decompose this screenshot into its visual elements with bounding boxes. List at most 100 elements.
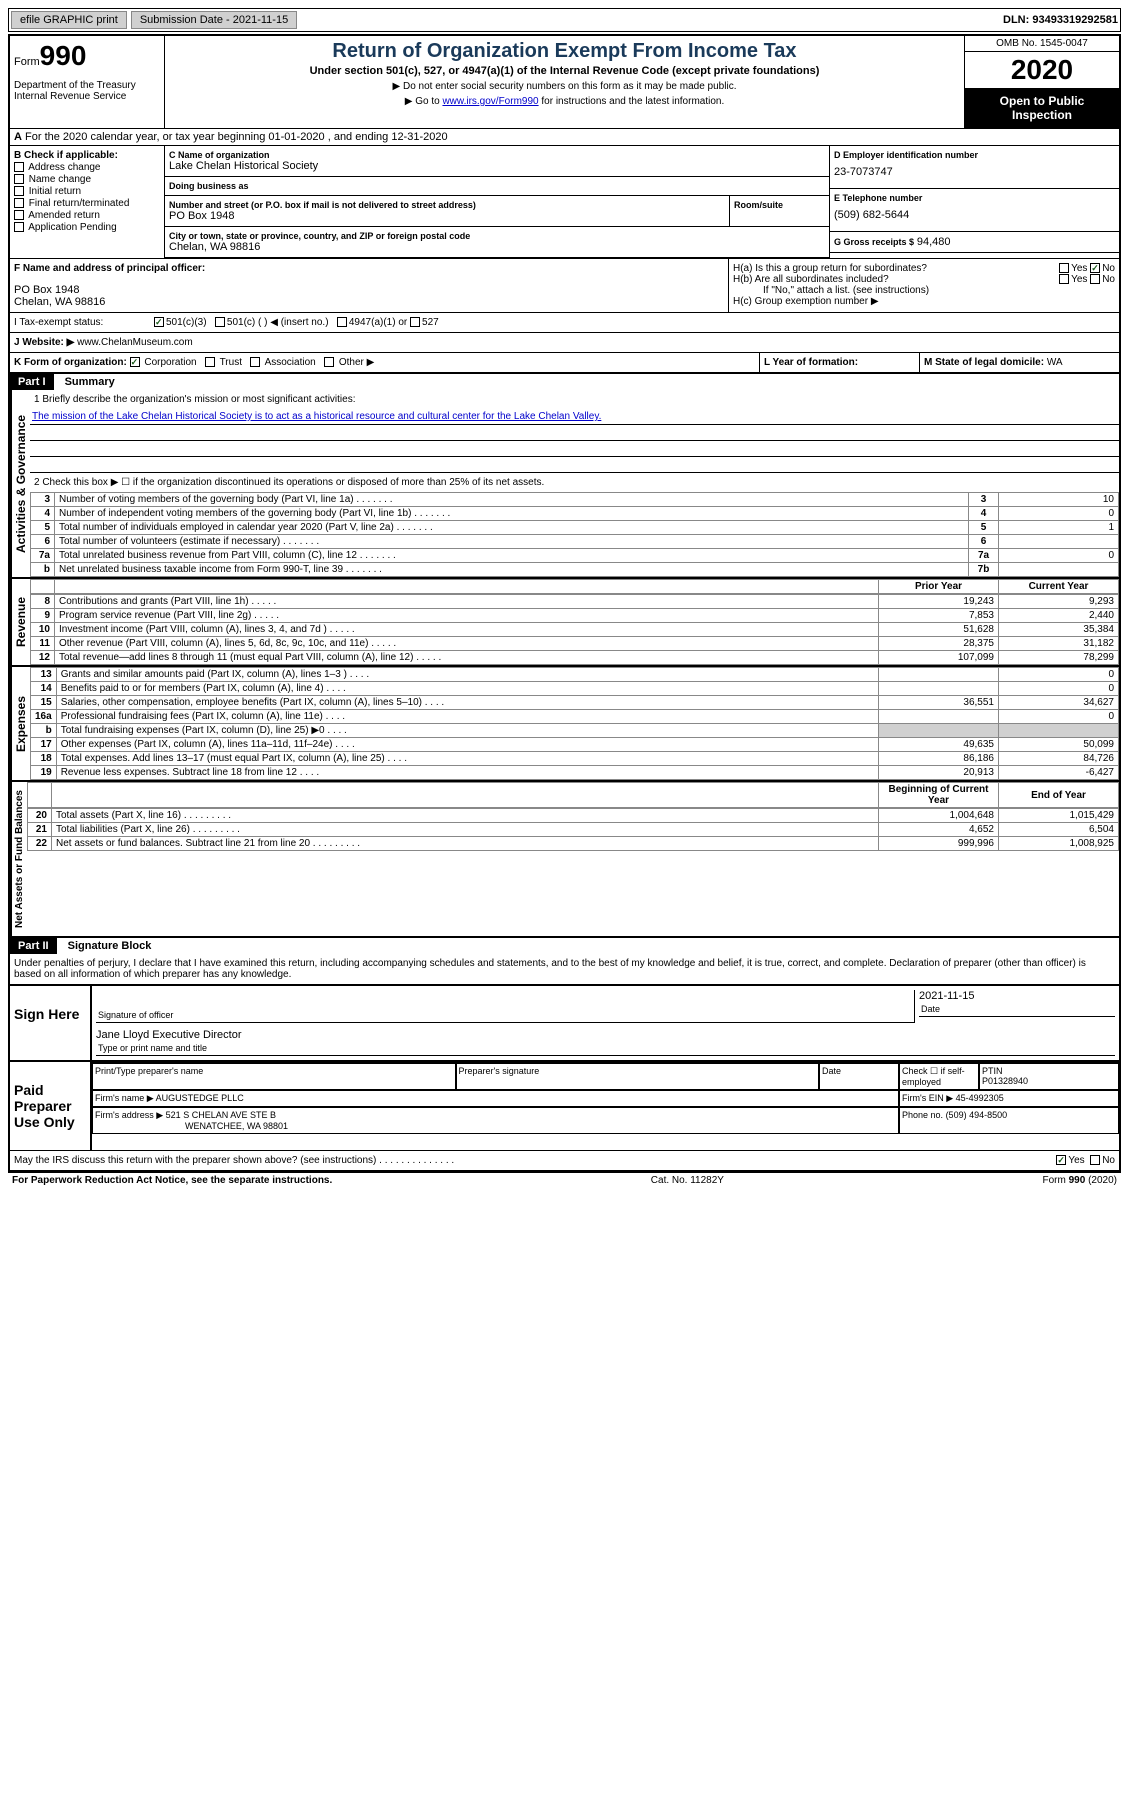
form-label-box: Form990 Department of the Treasury Inter… [10,36,165,128]
prep-sig-label: Preparer's signature [456,1063,820,1090]
b-check-item: Application Pending [14,222,160,233]
hb: H(b) Are all subordinates included? Yes … [733,274,1115,285]
m-label: M State of legal domicile: [924,357,1044,368]
table-row: 18Total expenses. Add lines 13–17 (must … [31,752,1119,766]
submission-date-button[interactable]: Submission Date - 2021-11-15 [131,11,297,29]
table-row: 16aProfessional fundraising fees (Part I… [31,710,1119,724]
c-city-label: City or town, state or province, country… [169,231,825,241]
b-check-item: Initial return [14,186,160,197]
table-row: 8Contributions and grants (Part VIII, li… [31,595,1119,609]
table-row: 11Other revenue (Part VIII, column (A), … [31,637,1119,651]
part1-title: Summary [65,376,115,388]
perjury-text: Under penalties of perjury, I declare th… [10,954,1119,984]
main-title: Return of Organization Exempt From Incom… [173,40,956,63]
firm-addr2: WENATCHEE, WA 98801 [95,1121,288,1131]
irs-link[interactable]: www.irs.gov/Form990 [442,96,538,107]
efile-button[interactable]: efile GRAPHIC print [11,11,127,29]
table-row: 3Number of voting members of the governi… [31,493,1119,507]
dln-label: DLN: 93493319292581 [1003,14,1118,26]
table-row: 12Total revenue—add lines 8 through 11 (… [31,651,1119,665]
part2-header: Part II [10,938,57,954]
type-name-label: Type or print name and title [96,1041,1115,1056]
j-label: J Website: ▶ [14,337,74,348]
f-line2: Chelan, WA 98816 [14,296,724,308]
firm-name: AUGUSTEDGE PLLC [156,1093,244,1103]
hb-note: If "No," attach a list. (see instruction… [733,285,1115,296]
table-row: 7aTotal unrelated business revenue from … [31,549,1119,563]
date-label: Date [919,1002,1115,1017]
officer-name: Jane Lloyd Executive Director [96,1029,1115,1041]
table-row: 19Revenue less expenses. Subtract line 1… [31,766,1119,780]
b-check-item: Amended return [14,210,160,221]
paperwork-notice: For Paperwork Reduction Act Notice, see … [12,1175,332,1186]
form-prefix: Form [14,56,40,68]
ptin-value: P01328940 [982,1076,1028,1086]
f-label: F Name and address of principal officer: [14,263,724,274]
top-bar: efile GRAPHIC print Submission Date - 20… [8,8,1121,32]
j-value: www.ChelanMuseum.com [77,337,193,348]
e-label: E Telephone number [834,193,1115,203]
form-number: 990 [40,40,87,71]
table-row: 22Net assets or fund balances. Subtract … [28,837,1119,851]
exp-side-label: Expenses [10,667,30,780]
table-row: 21Total liabilities (Part X, line 26) . … [28,823,1119,837]
table-row: 14Benefits paid to or for members (Part … [31,682,1119,696]
b-check-item: Final return/terminated [14,198,160,209]
c-city: Chelan, WA 98816 [169,241,825,253]
e-value: (509) 682-5644 [834,203,1115,227]
firm-phone: (509) 494-8500 [946,1110,1008,1120]
b-check-item: Name change [14,174,160,185]
b-check-item: Address change [14,162,160,173]
net-side-label: Net Assets or Fund Balances [10,782,27,936]
rev-side-label: Revenue [10,579,30,665]
c-name: Lake Chelan Historical Society [169,160,825,172]
table-row: 15Salaries, other compensation, employee… [31,696,1119,710]
g-value: 94,480 [917,236,951,248]
firm-ein: 45-4992305 [956,1093,1004,1103]
form-footer: Form 990 (2020) [1043,1175,1117,1186]
ha: H(a) Is this a group return for subordin… [733,263,1115,274]
subtitle: Under section 501(c), 527, or 4947(a)(1)… [173,65,956,77]
table-row: 13Grants and similar amounts paid (Part … [31,668,1119,682]
inspection-label: Open to Public Inspection [965,88,1119,128]
line1-label: 1 Briefly describe the organization's mi… [30,390,1119,409]
i-opt3: 4947(a)(1) or [349,317,407,328]
sig-officer-label: Signature of officer [96,1008,914,1023]
table-row: bNet unrelated business taxable income f… [31,563,1119,577]
table-row: 6Total number of volunteers (estimate if… [31,535,1119,549]
d-value: 23-7073747 [834,160,1115,184]
self-emp-label: Check ☐ if self-employed [899,1063,979,1090]
line2: 2 Check this box ▶ ☐ if the organization… [30,473,1119,492]
sig-date: 2021-11-15 [919,990,1115,1002]
gov-side-label: Activities & Governance [10,390,30,577]
table-row: 20Total assets (Part X, line 16) . . . .… [28,809,1119,823]
i-label: I Tax-exempt status: [14,317,154,328]
tax-year: 2020 [965,52,1119,88]
k-label: K Form of organization: [14,357,127,368]
i-opt2: 501(c) ( ) ◀ (insert no.) [227,317,329,328]
note2: ▶ Go to www.irs.gov/Form990 for instruct… [173,96,956,107]
f-line1: PO Box 1948 [14,284,724,296]
firm-addr1: 521 S CHELAN AVE STE B [166,1110,276,1120]
i-opt4: 527 [422,317,439,328]
part1-header: Part I [10,374,54,390]
table-row: 10Investment income (Part VIII, column (… [31,623,1119,637]
dept-label: Department of the Treasury Internal Reve… [14,80,160,102]
l-label: L Year of formation: [764,357,858,368]
col-b: B Check if applicable: Address change Na… [10,146,165,258]
discuss-label: May the IRS discuss this return with the… [14,1155,1056,1166]
c-addr-label: Number and street (or P.O. box if mail i… [169,200,725,210]
c-addr: PO Box 1948 [169,210,725,222]
d-label: D Employer identification number [834,150,1115,160]
paid-prep-label: Paid Preparer Use Only [10,1062,90,1150]
table-row: 17Other expenses (Part IX, column (A), l… [31,738,1119,752]
omb-number: OMB No. 1545-0047 [965,36,1119,52]
table-row: 5Total number of individuals employed in… [31,521,1119,535]
cat-no: Cat. No. 11282Y [651,1175,724,1186]
g-label: G Gross receipts $ [834,237,914,247]
line-a: A For the 2020 calendar year, or tax yea… [10,129,1119,146]
sign-here-label: Sign Here [10,986,90,1060]
mission-text: The mission of the Lake Chelan Historica… [30,409,1119,425]
c-name-label: C Name of organization [169,150,825,160]
prep-date-label: Date [819,1063,899,1090]
